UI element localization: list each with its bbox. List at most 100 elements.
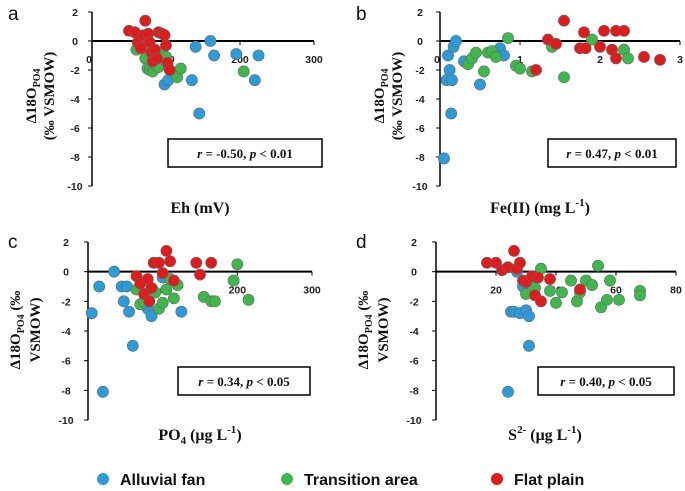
stat-box-frame-c xyxy=(177,366,311,396)
data-point-alluvial-fan xyxy=(126,339,139,352)
legend-label-alluvial-fan: Alluvial fan xyxy=(120,472,205,489)
panel-c: Δ18OPO4 (‰ VSMOW) 20-2-4-6-8-10100200300… xyxy=(8,237,321,447)
data-point-flat-plain xyxy=(610,52,622,65)
data-point-transition-area xyxy=(604,274,616,287)
y-axis-label-d: Δ18OPO4 (‰ xyxy=(356,291,375,370)
x-label-close-c: ) xyxy=(236,427,241,444)
data-point-alluvial-fan xyxy=(97,385,109,398)
x-label-sub-c: 4 xyxy=(181,435,187,447)
data-point-flat-plain xyxy=(156,267,169,280)
data-point-flat-plain xyxy=(532,271,544,284)
y-label-unit-c: (‰ xyxy=(8,291,24,311)
data-point-alluvial-fan xyxy=(502,385,514,398)
data-point-alluvial-fan xyxy=(175,305,188,318)
legend-label-flat-plain: Flat plain xyxy=(514,472,584,489)
data-point-transition-area xyxy=(556,286,568,299)
stat-box-frame-b xyxy=(547,138,677,168)
panel-label-d: d xyxy=(356,232,367,253)
data-point-transition-area xyxy=(242,293,255,306)
stat-r-a: r xyxy=(197,146,203,161)
y-tick-label-a: 0 xyxy=(72,36,78,48)
data-point-flat-plain xyxy=(594,40,606,53)
x-tick-label-d: 60 xyxy=(610,285,622,297)
y-label-main-b: Δ18O xyxy=(372,87,388,123)
data-point-flat-plain xyxy=(153,256,165,269)
y-tick-label-a: -4 xyxy=(70,94,79,106)
data-point-flat-plain xyxy=(205,256,218,269)
y-tick-label-d: -10 xyxy=(406,415,421,427)
panel-b: Δ18OPO4 (‰ VSMOW) 2 0 -2 -4 -6 -8 -10 1 2 3 0 r = … xyxy=(372,7,683,217)
y-axis-label-a: Δ18OPO4 xyxy=(24,69,43,124)
y-label-sub-c: PO4 xyxy=(16,314,27,333)
data-point-transition-area xyxy=(586,279,598,291)
data-point-flat-plain xyxy=(535,295,547,308)
x-tick-label-d: 80 xyxy=(670,285,682,297)
data-point-alluvial-fan xyxy=(189,40,202,53)
x-tick-label-d: 20 xyxy=(490,285,502,297)
data-point-alluvial-fan xyxy=(474,78,486,91)
y-tick-label-a: -8 xyxy=(70,152,79,164)
stat-r-c: r xyxy=(198,374,204,389)
x-tick-label-d: 40 xyxy=(550,285,562,297)
data-point-alluvial-fan xyxy=(85,307,98,320)
x-tick-label-c: 300 xyxy=(303,285,321,297)
data-point-flat-plain xyxy=(574,283,586,296)
data-point-transition-area xyxy=(514,62,526,75)
data-point-transition-area xyxy=(544,285,556,297)
y-tick-label-a: -10 xyxy=(67,181,82,193)
x-label-end-d: (μg L xyxy=(526,427,567,444)
data-point-transition-area xyxy=(209,295,221,308)
stat-sig-c: < 0.05 xyxy=(253,374,290,389)
legend-marker-flat-plain xyxy=(491,473,503,485)
data-point-transition-area xyxy=(622,52,634,65)
data-point-flat-plain xyxy=(579,42,592,55)
data-point-flat-plain xyxy=(618,24,630,37)
y-tick-label-b: -4 xyxy=(415,94,424,106)
data-point-alluvial-fan xyxy=(442,49,454,62)
data-point-flat-plain xyxy=(194,268,206,281)
x-tick-label-b: 2 xyxy=(597,54,603,66)
y-tick-label-a: -2 xyxy=(70,65,79,77)
x-label-close-d: ) xyxy=(577,427,582,444)
data-point-transition-area xyxy=(490,51,502,63)
data-point-alluvial-fan xyxy=(230,48,243,60)
data-point-transition-area xyxy=(174,62,187,75)
y-label-unit-d: (‰ xyxy=(356,291,372,311)
data-point-alluvial-fan xyxy=(248,74,261,87)
data-point-alluvial-fan xyxy=(208,49,220,62)
stat-box-d: r = 0.40, p < 0.05 xyxy=(537,366,675,396)
stat-value-c: = 0.34, xyxy=(203,374,246,389)
ticks-b: 2 0 -2 -4 -6 -8 -10 1 2 3 0 xyxy=(412,7,683,193)
data-point-alluvial-fan xyxy=(193,107,206,120)
x-label-end-b: ) xyxy=(585,200,590,217)
data-point-transition-area xyxy=(167,292,180,305)
x-label-sup2-d: -1 xyxy=(567,424,576,436)
data-point-flat-plain xyxy=(578,26,590,39)
data-point-flat-plain xyxy=(638,51,650,63)
data-point-transition-area xyxy=(613,293,625,306)
x-label-sup-d: 2- xyxy=(517,424,527,436)
data-point-transition-area xyxy=(470,46,482,59)
data-point-flat-plain xyxy=(530,64,542,76)
data-point-alluvial-fan xyxy=(443,64,456,76)
data-point-flat-plain xyxy=(598,24,610,37)
y-axis-label-c: Δ18OPO4 (‰ xyxy=(8,291,27,370)
y-tick-label-c: -10 xyxy=(58,415,73,427)
x-label-main-d: S xyxy=(508,427,517,444)
stat-text-b: r = 0.47, p < 0.01 xyxy=(566,146,657,161)
stat-sig-a: < 0.01 xyxy=(256,146,293,161)
x-label-sup-c: -1 xyxy=(227,424,236,436)
data-point-transition-area xyxy=(550,296,562,309)
y-tick-label-b: -10 xyxy=(412,181,427,193)
axes-a xyxy=(88,11,315,187)
data-point-flat-plain xyxy=(143,295,156,308)
data-point-alluvial-fan xyxy=(252,49,265,62)
y-label-sub-a: PO4 xyxy=(32,69,43,88)
y-axis-unit-a: (‰ VSMOW) xyxy=(42,52,58,140)
data-point-transition-area xyxy=(634,289,646,302)
data-point-transition-area xyxy=(592,259,604,272)
y-tick-label-c: 0 xyxy=(63,267,69,279)
data-point-alluvial-fan xyxy=(523,310,535,323)
data-point-transition-area xyxy=(601,293,613,306)
stat-p-a: p xyxy=(249,146,257,161)
